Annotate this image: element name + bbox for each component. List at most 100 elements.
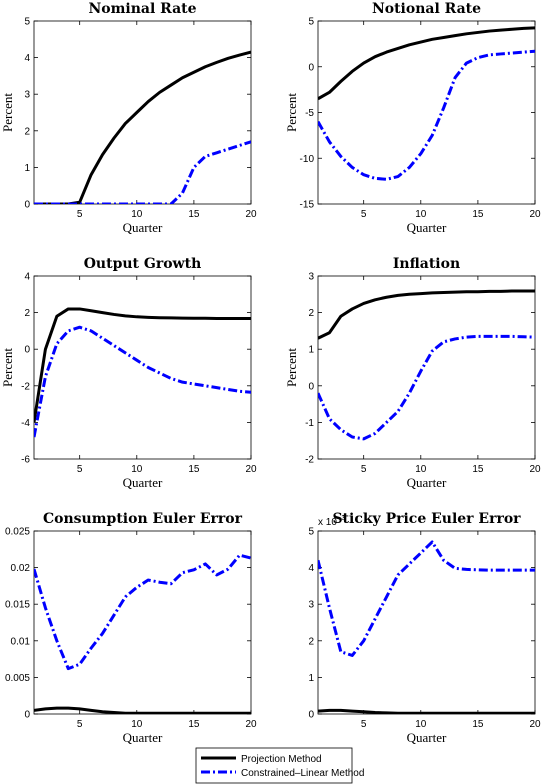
x-tick-label: 10 [415, 464, 427, 475]
y-tick-label: 2 [308, 636, 314, 647]
y-tick-label: 0 [308, 381, 314, 392]
y-tick-label: -2 [21, 381, 30, 392]
y-tick-label: -1 [305, 418, 314, 429]
series-line-projection [34, 706, 251, 714]
y-tick-label: 1 [308, 673, 314, 684]
axes-frame [317, 275, 536, 460]
chart-title: Inflation [393, 256, 460, 272]
x-tick-label: 10 [131, 464, 143, 475]
chart-panel-4: 5 10 15 20 -2 -1 0 1 2 3 Inflation Quarter Percent [284, 256, 541, 490]
y-tick-label: 0 [24, 710, 30, 721]
chart-title: Notional Rate [372, 1, 481, 17]
y-tick-label: 3 [308, 272, 314, 283]
x-tick-label: 5 [361, 464, 367, 475]
y-tick-label: 0 [308, 710, 314, 721]
series-line-projection [34, 307, 251, 423]
series-line-projection [318, 289, 535, 340]
x-axis-label: Quarter [123, 220, 163, 235]
y-axis-label: Percent [0, 348, 15, 387]
x-tick-label: 5 [77, 209, 83, 220]
legend: Projection Method Constrained–Linear Met… [195, 747, 364, 784]
y-tick-label: 3 [24, 90, 30, 101]
series-line-constrained-linear [34, 553, 251, 671]
y-tick-label: 3 [308, 600, 314, 611]
y-tick-label: 2 [24, 126, 30, 137]
x-tick-label: 20 [529, 719, 541, 730]
legend-label-constrained-linear: Constrained–Linear Method [241, 768, 364, 779]
y-tick-label: 5 [308, 527, 314, 538]
x-tick-label: 5 [77, 719, 83, 730]
x-tick-label: 15 [472, 209, 484, 220]
y-tick-label: 2 [24, 308, 30, 319]
x-tick-label: 20 [245, 719, 257, 730]
y-tick-label: 0 [24, 345, 30, 356]
y-tick-label: 1 [24, 163, 30, 174]
x-tick-label: 20 [529, 464, 541, 475]
legend-box [195, 747, 353, 784]
series-line-projection [318, 708, 535, 714]
y-tick-label: 0 [308, 62, 314, 73]
chart-panel-1: 5 10 15 20 0 1 2 3 4 5 Nominal Rate Quarter Percent [0, 1, 257, 235]
axes-frame [317, 20, 536, 205]
chart-panel-6: 5 10 15 20 0 1 2 3 4 5 Sticky Price Euler Error Qua… [308, 511, 541, 745]
axes-frame [33, 275, 252, 460]
y-tick-label: -2 [305, 455, 314, 466]
series-line-constrained-linear [318, 540, 535, 657]
chart-title: Consumption Euler Error [43, 511, 243, 527]
y-tick-label: 0.005 [5, 673, 30, 684]
y-tick-label: 4 [308, 563, 314, 574]
x-tick-label: 10 [415, 719, 427, 730]
y-scale-factor: x 10 [318, 517, 337, 528]
x-axis-label: Quarter [123, 475, 163, 490]
y-tick-label: -10 [300, 154, 315, 165]
y-tick-label: 0.025 [5, 527, 30, 538]
y-tick-label: 4 [24, 53, 30, 64]
y-axis-label: Percent [0, 93, 15, 132]
x-tick-label: 15 [472, 464, 484, 475]
series-line-constrained-linear [34, 325, 251, 438]
x-tick-label: 20 [245, 209, 257, 220]
axes-frame [33, 530, 252, 715]
x-tick-label: 5 [361, 209, 367, 220]
x-tick-label: 15 [472, 719, 484, 730]
y-tick-label: 0 [24, 200, 30, 211]
y-tick-label: 1 [308, 345, 314, 356]
x-tick-label: 10 [131, 719, 143, 730]
y-tick-label: -15 [300, 200, 315, 211]
y-tick-label: 0.02 [11, 563, 31, 574]
legend-label-projection: Projection Method [241, 754, 322, 765]
chart-panel-5: 5 10 15 20 0 0.005 0.01 0.015 0.02 0.025 Consumpti… [5, 511, 257, 745]
x-tick-label: 20 [529, 209, 541, 220]
y-tick-label: -6 [21, 455, 30, 466]
y-tick-label: 2 [308, 308, 314, 319]
axes-frame [33, 20, 252, 205]
y-tick-label: 5 [24, 17, 30, 28]
x-tick-label: 10 [415, 209, 427, 220]
series-line-projection [318, 26, 535, 101]
axes-frame [317, 530, 536, 715]
chart-title: Output Growth [84, 256, 202, 272]
y-axis-label: Percent [284, 348, 299, 387]
series-line-constrained-linear [318, 49, 535, 181]
y-tick-label: 5 [308, 17, 314, 28]
y-scale-exponent: -3 [339, 515, 345, 522]
series-line-constrained-linear [34, 140, 251, 204]
y-tick-label: -5 [305, 108, 314, 119]
x-tick-label: 20 [245, 464, 257, 475]
x-tick-label: 15 [188, 719, 200, 730]
x-tick-label: 5 [77, 464, 83, 475]
x-axis-label: Quarter [407, 220, 447, 235]
x-tick-label: 10 [131, 209, 143, 220]
chart-title: Sticky Price Euler Error [332, 511, 521, 527]
x-tick-label: 5 [361, 719, 367, 730]
y-tick-label: 0.015 [5, 600, 30, 611]
y-tick-label: 0.01 [11, 636, 31, 647]
x-axis-label: Quarter [123, 730, 163, 745]
y-tick-label: 4 [24, 272, 30, 283]
x-axis-label: Quarter [407, 730, 447, 745]
x-axis-label: Quarter [407, 475, 447, 490]
chart-panel-2: 5 10 15 20 -15 -10 -5 0 5 Notional Rate Quarter Per… [284, 1, 541, 235]
chart-panel-3: 5 10 15 20 -6 -4 -2 0 2 4 Output Growth Quarter Perc… [0, 256, 257, 490]
